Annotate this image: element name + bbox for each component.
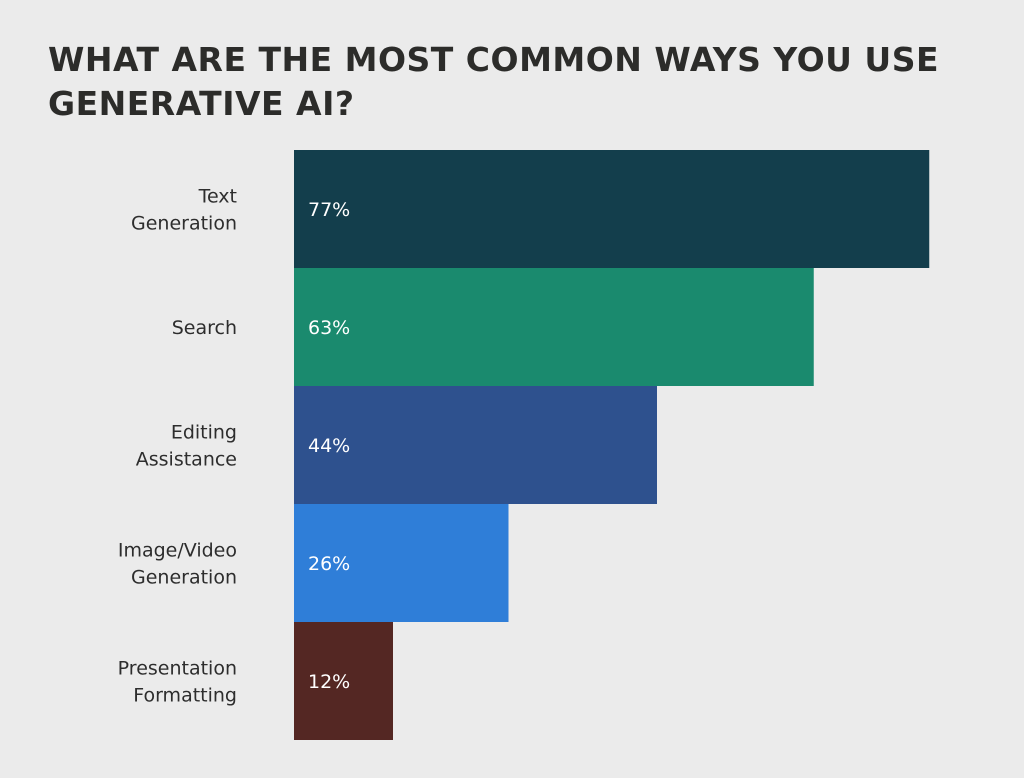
value-labels-group: 77% 63% 44% 26% 12% — [308, 199, 350, 693]
category-label: Image/Video Generation — [118, 540, 237, 589]
category-label-line: Editing — [171, 422, 237, 444]
bars-group — [294, 150, 930, 740]
category-label-line: Text — [198, 186, 237, 208]
category-label-line: Image/Video — [118, 540, 237, 562]
bar-value-label: 77% — [308, 199, 350, 221]
category-label-line: Formatting — [133, 685, 237, 707]
bar — [294, 622, 393, 740]
category-labels-group: Text Generation Search Editing Assistance Ima… — [118, 186, 237, 707]
bar — [294, 268, 814, 386]
category-label: Search — [172, 317, 237, 339]
category-label-line: Generation — [131, 567, 237, 589]
category-label: Text Generation — [131, 186, 237, 235]
category-label: Presentation Formatting — [118, 658, 237, 707]
category-label-line: Search — [172, 317, 237, 339]
bar — [294, 504, 509, 622]
bar — [294, 386, 657, 504]
bar-value-label: 12% — [308, 671, 350, 693]
category-label-line: Presentation — [118, 658, 237, 680]
bar-value-label: 44% — [308, 435, 350, 457]
bar-value-label: 26% — [308, 553, 350, 575]
category-label-line: Generation — [131, 213, 237, 235]
category-label-line: Assistance — [136, 449, 237, 471]
bar — [294, 150, 930, 268]
bar-value-label: 63% — [308, 317, 350, 339]
category-label: Editing Assistance — [136, 422, 237, 471]
chart-title: WHAT ARE THE MOST COMMON WAYS YOU USE GE… — [48, 40, 940, 123]
